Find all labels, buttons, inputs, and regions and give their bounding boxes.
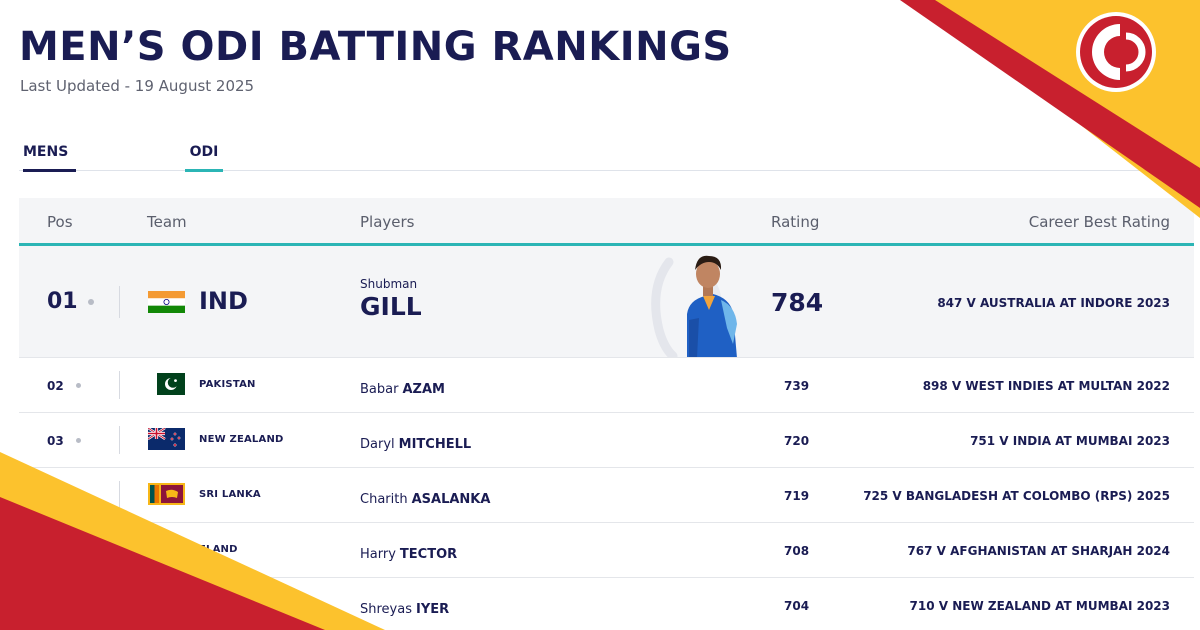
career-best-rating: 898 V WEST INDIES AT MULTAN 2022 bbox=[922, 379, 1170, 393]
career-best-rating: 847 V AUSTRALIA AT INDORE 2023 bbox=[937, 296, 1170, 310]
india-flag-icon bbox=[148, 291, 185, 313]
rank-dot-icon bbox=[76, 438, 81, 443]
player-last-name: TECTOR bbox=[399, 547, 458, 562]
player-first-name: Shubman bbox=[360, 277, 418, 291]
pakistan-flag-icon bbox=[148, 373, 185, 395]
career-best-rating: 725 V BANGLADESH AT COLOMBO (RPS) 2025 bbox=[863, 489, 1170, 503]
player-name: Babar AZAM bbox=[360, 382, 445, 397]
table-row[interactable]: SRI LANKA Charith ASALANKA 719 725 V BANG… bbox=[19, 468, 1194, 523]
player-first-name: Shreyas bbox=[360, 602, 412, 617]
table-row[interactable]: Shreyas IYER 704 710 V NEW ZEALAND AT MUM… bbox=[19, 578, 1194, 630]
career-best-rating: 751 V INDIA AT MUMBAI 2023 bbox=[970, 434, 1170, 448]
divider bbox=[119, 481, 120, 509]
team-name: PAKISTAN bbox=[199, 379, 256, 390]
rank-position: 01 bbox=[47, 289, 78, 314]
career-best-rating: 767 V AFGHANISTAN AT SHARJAH 2024 bbox=[907, 544, 1170, 558]
player-first-name: Daryl bbox=[360, 437, 395, 452]
player-last-name: MITCHELL bbox=[398, 437, 472, 452]
sri-lanka-flag-icon bbox=[148, 483, 185, 505]
rankings-table: Pos Team Players Rating Career Best Rati… bbox=[19, 198, 1194, 630]
player-first-name: Charith bbox=[360, 492, 408, 507]
rating: 720 bbox=[784, 434, 810, 448]
divider bbox=[119, 286, 120, 318]
rank-position: 03 bbox=[47, 434, 64, 448]
career-best-rating: 710 V NEW ZEALAND AT MUMBAI 2023 bbox=[909, 599, 1170, 613]
rank-dot-icon bbox=[76, 383, 81, 388]
player-name: Daryl MITCHELL bbox=[360, 437, 471, 452]
column-header-career-best: Career Best Rating bbox=[1028, 213, 1170, 231]
last-updated: Last Updated - 19 August 2025 bbox=[20, 77, 255, 95]
rating: 739 bbox=[784, 379, 810, 393]
player-last-name: IYER bbox=[415, 602, 450, 617]
player-name: Charith ASALANKA bbox=[360, 492, 490, 507]
table-row[interactable]: 03 NEW ZEALAND Daryl MITCHELL 720 751 V I… bbox=[19, 413, 1194, 468]
player-last-name: AZAM bbox=[402, 382, 445, 397]
player-last-name: GILL bbox=[360, 292, 422, 321]
tab-mens[interactable]: MENS bbox=[23, 144, 76, 172]
table-row[interactable]: 02 PAKISTAN Babar AZAM 739 898 V WEST IND… bbox=[19, 358, 1194, 413]
divider bbox=[119, 426, 120, 454]
column-header-players: Players bbox=[360, 213, 415, 231]
table-row[interactable]: ELAND Harry TECTOR 708 767 V AFGHANISTAN … bbox=[19, 523, 1194, 578]
table-row-top[interactable]: 01 IND Shubman GILL 784 847 V AUSTR bbox=[19, 246, 1194, 358]
column-header-rating: Rating bbox=[771, 213, 820, 231]
player-last-name: ASALANKA bbox=[411, 492, 491, 507]
player-first-name: Babar bbox=[360, 382, 399, 397]
column-header-pos: Pos bbox=[47, 213, 73, 231]
team-name: NEW ZEALAND bbox=[199, 434, 284, 445]
table-header: Pos Team Players Rating Career Best Rati… bbox=[19, 198, 1194, 246]
rating: 708 bbox=[784, 544, 810, 558]
player-photo bbox=[651, 255, 737, 357]
team-name: IND bbox=[199, 287, 248, 315]
team-name: SRI LANKA bbox=[199, 489, 261, 500]
rating: 784 bbox=[771, 288, 824, 317]
tab-odi[interactable]: ODI bbox=[185, 144, 223, 172]
filter-tabs: MENS ODI bbox=[19, 140, 1200, 172]
divider bbox=[119, 371, 120, 399]
rank-position: 02 bbox=[47, 379, 64, 393]
column-header-team: Team bbox=[147, 213, 187, 231]
brand-logo-icon bbox=[1076, 12, 1156, 92]
team-name: ELAND bbox=[199, 544, 238, 555]
rank-dot-icon bbox=[88, 299, 94, 305]
new-zealand-flag-icon bbox=[148, 428, 185, 450]
player-first-name: Harry bbox=[360, 547, 396, 562]
player-name: Shreyas IYER bbox=[360, 602, 449, 617]
rating: 704 bbox=[784, 599, 810, 613]
page-title: MEN’S ODI BATTING RANKINGS bbox=[19, 24, 732, 70]
player-name: Harry TECTOR bbox=[360, 547, 457, 562]
rating: 719 bbox=[784, 489, 810, 503]
